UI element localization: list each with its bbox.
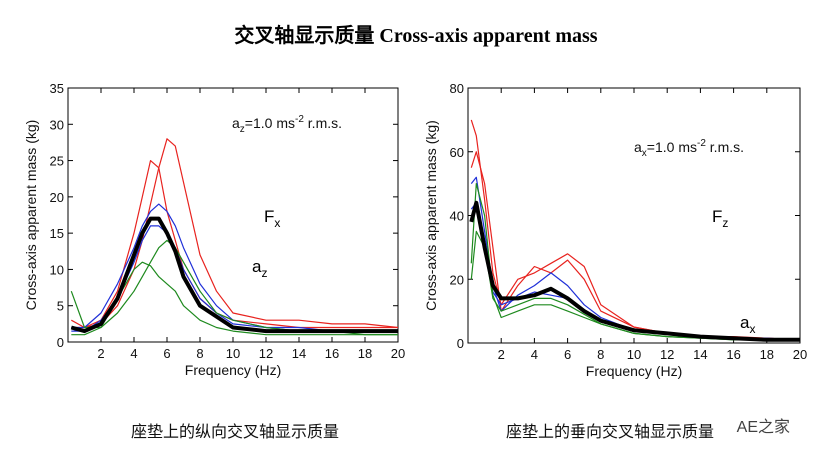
x-tick-label: 2 bbox=[97, 346, 104, 361]
x-tick-label: 16 bbox=[325, 346, 339, 361]
y-tick-label: 5 bbox=[57, 299, 64, 314]
chart: 0 5 10 15 20 25 30 35 2 4 6 8 10 12 14 16 18 20 Frequency … bbox=[23, 81, 405, 441]
plot-frame bbox=[467, 87, 801, 344]
y-tick-label: 0 bbox=[57, 335, 64, 350]
y-tick-label: 0 bbox=[457, 336, 464, 351]
text-part: F bbox=[712, 207, 722, 226]
y-tick-label: 60 bbox=[450, 145, 464, 160]
x-tick-label: 18 bbox=[760, 347, 774, 362]
text-part: x bbox=[749, 322, 755, 336]
y-tick-label: 20 bbox=[450, 272, 464, 287]
text-part: a bbox=[634, 139, 642, 155]
caption: 座垫上的纵向交叉轴显示质量 bbox=[131, 423, 339, 441]
text-part: z bbox=[240, 124, 245, 135]
y-tick-label: 10 bbox=[50, 262, 64, 277]
x-tick-label: 20 bbox=[793, 347, 807, 362]
text-part: a bbox=[252, 257, 262, 276]
force-label: Fz bbox=[712, 207, 728, 230]
plot-frame bbox=[67, 87, 399, 343]
x-tick-label: 4 bbox=[130, 346, 137, 361]
y-tick-label: 80 bbox=[450, 81, 464, 96]
y-tick-label: 25 bbox=[50, 154, 64, 169]
text-part: r.m.s. bbox=[706, 139, 744, 155]
y-axis-label: Cross-axis apparent mass (kg) bbox=[23, 120, 39, 311]
x-axis-label: Frequency (Hz) bbox=[586, 363, 682, 379]
y-tick-label: 20 bbox=[50, 190, 64, 205]
x-tick-label: 8 bbox=[597, 347, 604, 362]
data-line bbox=[70, 216, 398, 334]
text-part: =1.0 ms bbox=[647, 139, 697, 155]
watermark: AE之家 bbox=[737, 418, 790, 436]
caption: 座垫上的垂向交叉轴显示质量 bbox=[506, 423, 714, 441]
text-part: z bbox=[722, 216, 728, 230]
x-tick-label: 16 bbox=[726, 347, 740, 362]
x-tick-label: 6 bbox=[564, 347, 571, 362]
text-part: a bbox=[232, 115, 240, 131]
data-line bbox=[469, 200, 800, 342]
accel-label: ax bbox=[740, 313, 755, 336]
y-tick-label: 40 bbox=[450, 209, 464, 224]
x-tick-label: 10 bbox=[627, 347, 641, 362]
x-tick-label: 12 bbox=[259, 346, 273, 361]
y-tick-label: 35 bbox=[50, 81, 64, 96]
text-part: x bbox=[642, 148, 647, 159]
y-axis-label: Cross-axis apparent mass (kg) bbox=[423, 120, 439, 311]
text-part: -2 bbox=[295, 114, 304, 125]
x-tick-label: 14 bbox=[292, 346, 306, 361]
data-line bbox=[71, 138, 398, 329]
y-tick-label: 15 bbox=[50, 226, 64, 241]
x-tick-label: 8 bbox=[196, 346, 203, 361]
slide-title: 交叉轴显示质量 Cross-axis apparent mass bbox=[234, 23, 597, 47]
x-tick-label: 14 bbox=[693, 347, 707, 362]
annotation: ax=1.0 ms-2 r.m.s. bbox=[634, 138, 744, 159]
y-tick-label: 30 bbox=[50, 117, 64, 132]
x-tick-label: 18 bbox=[358, 346, 372, 361]
text-part: z bbox=[261, 266, 267, 280]
text-part: r.m.s. bbox=[304, 115, 342, 131]
text-part: =1.0 ms bbox=[245, 115, 295, 131]
text-part: F bbox=[264, 207, 274, 226]
force-label: Fx bbox=[264, 207, 280, 230]
x-tick-label: 20 bbox=[391, 346, 405, 361]
x-tick-label: 4 bbox=[531, 347, 538, 362]
accel-label: az bbox=[252, 257, 267, 280]
text-part: a bbox=[740, 313, 750, 332]
text-part: -2 bbox=[697, 138, 706, 149]
x-axis-label: Frequency (Hz) bbox=[185, 362, 281, 378]
data-line bbox=[71, 203, 398, 332]
x-tick-label: 6 bbox=[163, 346, 170, 361]
x-tick-label: 2 bbox=[498, 347, 505, 362]
text-part: x bbox=[274, 216, 280, 230]
chart: 0 20 40 60 80 2 4 6 8 10 12 14 16 18 20 Frequency (Hz) C… bbox=[423, 81, 807, 441]
x-tick-label: 12 bbox=[660, 347, 674, 362]
x-tick-label: 10 bbox=[226, 346, 240, 361]
annotation: az=1.0 ms-2 r.m.s. bbox=[232, 114, 342, 135]
